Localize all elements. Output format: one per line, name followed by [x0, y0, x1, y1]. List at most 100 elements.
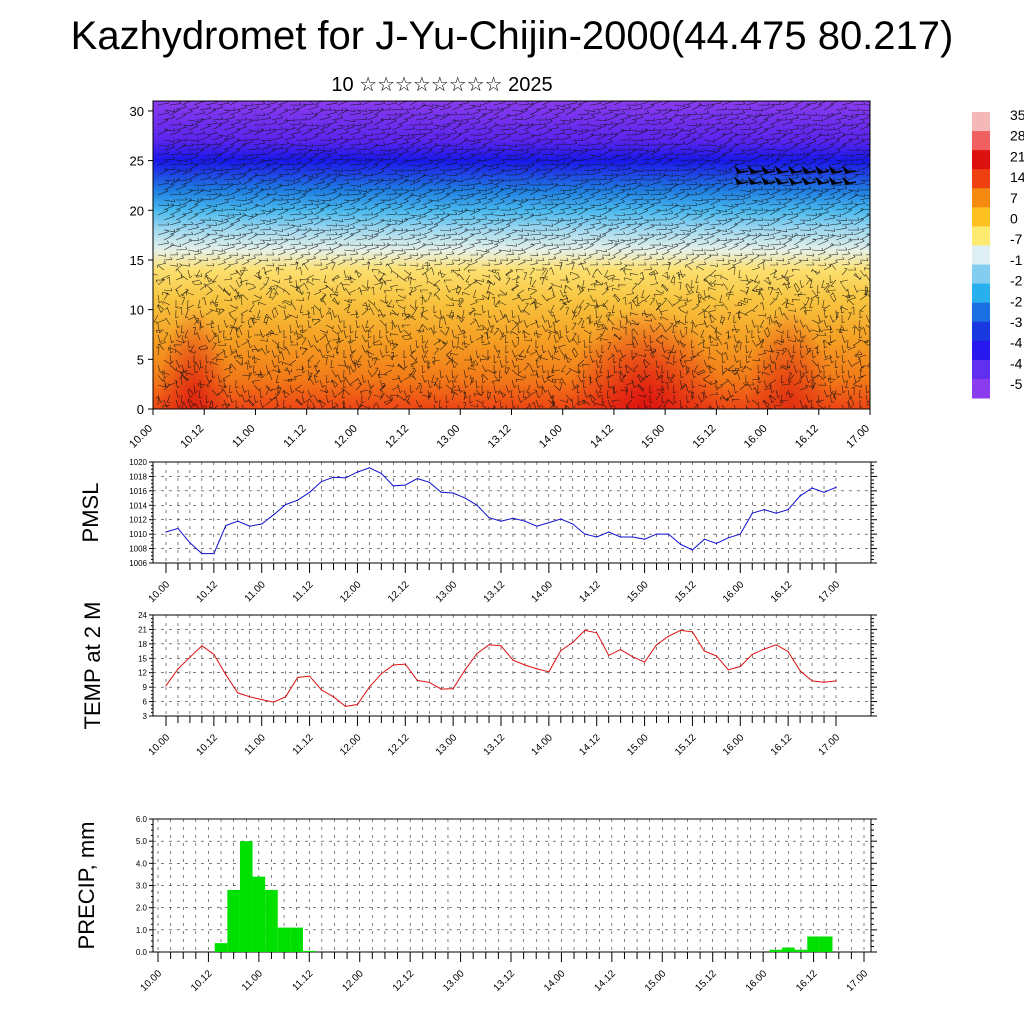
- x-tick-label: 15.00: [625, 579, 651, 605]
- temp-point: [488, 644, 490, 646]
- pmsl-point: [787, 509, 789, 511]
- x-tick-label: 10.00: [139, 968, 165, 994]
- pmsl-point: [608, 531, 610, 533]
- strong-wind-barb: [801, 165, 816, 174]
- temp-point: [416, 679, 418, 682]
- x-tick-label: 11.00: [243, 579, 268, 604]
- strong-wind-barb: [801, 176, 816, 185]
- x-tick-label: 13.00: [441, 968, 467, 994]
- temp-point: [237, 692, 239, 694]
- pmsl-point: [177, 527, 179, 529]
- pmsl-point: [201, 553, 203, 555]
- cross-y-axis: 0 5 10 15 20 25 30: [130, 104, 153, 417]
- temp-point: [332, 696, 335, 698]
- precip-bar: [794, 949, 808, 952]
- temp-point: [620, 649, 622, 651]
- temp-point: [380, 673, 382, 675]
- pmsl-point: [464, 497, 466, 499]
- temp-point: [799, 670, 801, 672]
- pmsl-point: [392, 485, 394, 487]
- x-tick-label: 16.00: [721, 579, 747, 605]
- temp-point: [356, 703, 359, 706]
- x-tick-label: 12.00: [340, 968, 366, 994]
- colorbar-swatch: [972, 131, 990, 151]
- chart-subtitle: 10 ☆☆☆☆☆☆☆☆ 2025: [331, 74, 553, 96]
- y-tick-label: 3.0: [136, 882, 148, 891]
- x-tick-label: 11.12: [281, 423, 308, 450]
- pmsl-frame: [152, 461, 872, 564]
- temp-frame: [152, 614, 872, 717]
- colorbar-swatch: [972, 321, 990, 342]
- strong-wind-barb: [761, 165, 776, 174]
- x-tick-label: 15.00: [643, 968, 669, 994]
- pmsl-point: [332, 476, 335, 478]
- pmsl-point: [344, 477, 347, 479]
- pmsl-point: [799, 495, 801, 497]
- y-tick-label: 24: [138, 611, 147, 620]
- colorbar-label: -2: [1010, 273, 1023, 289]
- temp-panel: 3 6 9 12 15 18 21 24 10.00 10.12 11.00 11.12 12.00 12…: [80, 602, 877, 758]
- x-tick-label: 13.00: [434, 579, 460, 605]
- strong-wind-barb: [842, 165, 857, 174]
- y-tick-label: 9: [143, 683, 148, 692]
- temp-point: [679, 629, 682, 631]
- x-tick-label: 12.00: [338, 732, 364, 758]
- x-tick-label: 12.12: [386, 732, 412, 758]
- y-tick-label: 15: [138, 654, 147, 663]
- pmsl-point: [225, 524, 227, 527]
- colorbar-swatch: [972, 378, 990, 399]
- temp-point: [452, 687, 454, 690]
- temp-point: [273, 701, 275, 703]
- strong-wind-barb: [788, 165, 803, 174]
- precip-grid: [153, 818, 871, 953]
- x-tick-label: 14.12: [577, 732, 603, 758]
- precip-bar: [227, 889, 240, 952]
- colorbar-label: -5: [1010, 376, 1023, 392]
- precip-y-axis: 0.0 1.0 2.0 3.0 4.0 5.0 6.0: [136, 815, 877, 957]
- temp-point: [320, 689, 323, 691]
- pmsl-grid: [153, 461, 871, 564]
- x-tick-label: 16.12: [769, 732, 795, 758]
- strong-wind-barb: [747, 176, 762, 185]
- y-tick-label: 25: [130, 154, 144, 169]
- x-tick-label: 15.12: [691, 423, 719, 451]
- x-tick-label: 13.12: [492, 968, 518, 994]
- precip-bar: [302, 950, 316, 952]
- precip-bar: [265, 889, 278, 952]
- colorbar-label: -3: [1010, 314, 1023, 330]
- pmsl-point: [285, 503, 287, 506]
- x-tick-label: 11.00: [230, 423, 257, 450]
- strong-wind-barb: [734, 165, 749, 174]
- pmsl-point: [703, 538, 705, 540]
- pmsl-x-axis: 10.00 10.12 11.00 11.12 12.00 12.12 13.00 13.12…: [147, 563, 843, 605]
- temp-point: [584, 629, 586, 631]
- y-tick-label: 18: [138, 640, 147, 649]
- temp-point: [225, 674, 227, 676]
- colorbar-label: 21: [1010, 148, 1024, 164]
- precip-bar: [807, 936, 820, 952]
- strong-wind-barb: [761, 176, 776, 185]
- colorbar-swatch: [972, 340, 990, 361]
- pmsl-point: [512, 517, 514, 519]
- y-tick-label: 1012: [129, 516, 147, 525]
- strong-wind-barb: [788, 176, 803, 185]
- pmsl-point: [643, 538, 646, 540]
- x-tick-label: 10.12: [178, 423, 206, 451]
- colorbar-swatch: [972, 302, 990, 323]
- temp-point: [344, 705, 347, 707]
- x-tick-label: 17.00: [817, 579, 843, 605]
- y-tick-label: 21: [138, 625, 147, 634]
- y-tick-label: 10: [130, 303, 144, 318]
- temp-point: [715, 655, 717, 657]
- strong-wind-barb: [734, 176, 749, 185]
- pmsl-point: [835, 486, 837, 488]
- y-tick-label: 1020: [129, 458, 147, 467]
- x-tick-label: 11.12: [291, 732, 316, 757]
- temp-point: [775, 644, 777, 646]
- pmsl-point: [548, 522, 550, 524]
- x-tick-label: 12.00: [338, 579, 364, 605]
- precip-ylabel: PRECIP, mm: [74, 822, 99, 950]
- temp-point: [655, 644, 658, 646]
- x-tick-label: 17.00: [817, 732, 843, 758]
- pmsl-point: [632, 536, 634, 538]
